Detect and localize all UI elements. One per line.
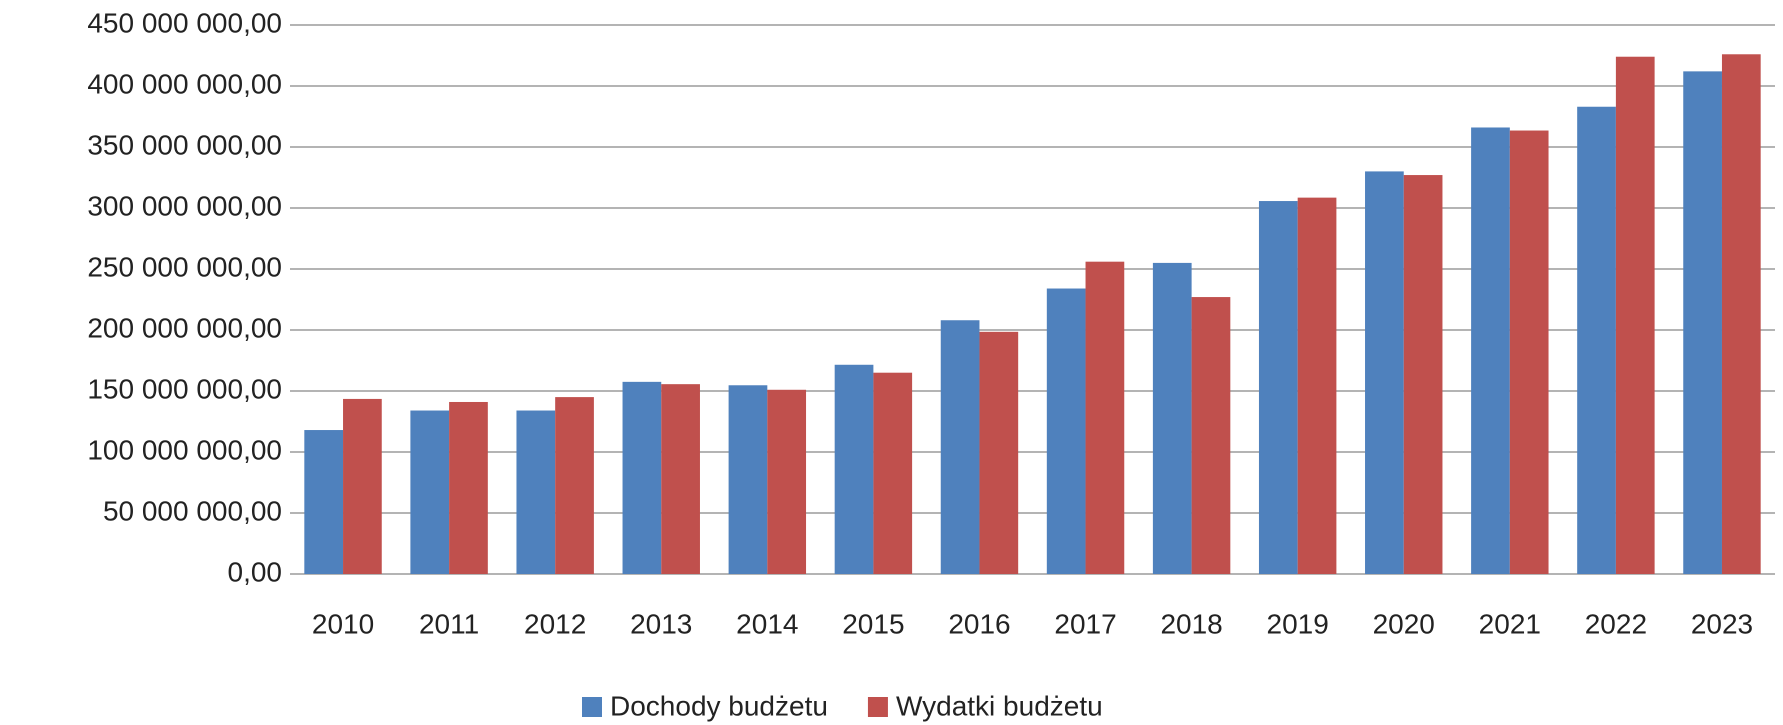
x-tick-label: 2017 <box>1054 608 1116 639</box>
bar <box>1683 71 1722 575</box>
x-tick-label: 2016 <box>948 608 1010 639</box>
y-tick-label: 250 000 000,00 <box>87 251 282 282</box>
bar <box>1615 56 1655 575</box>
bar <box>516 410 556 574</box>
bar <box>940 320 980 574</box>
legend-label: Wydatki budżetu <box>896 690 1103 721</box>
x-tick-label: 2011 <box>419 608 479 639</box>
legend-swatch <box>867 697 888 717</box>
x-tick-label: 2021 <box>1479 608 1541 639</box>
bar <box>1509 130 1549 574</box>
y-tick-label: 150 000 000,00 <box>87 373 282 404</box>
y-tick-label: 400 000 000,00 <box>87 68 282 99</box>
bar <box>1152 262 1192 574</box>
bar <box>1721 54 1761 574</box>
bar <box>449 401 488 574</box>
bar <box>834 364 874 574</box>
bar <box>1365 171 1404 574</box>
bar <box>410 410 450 574</box>
y-tick-label: 450 000 000,00 <box>87 7 282 38</box>
y-tick-label: 0,00 <box>228 556 283 587</box>
bar <box>1085 261 1125 574</box>
bar <box>1297 197 1337 574</box>
bar <box>555 397 594 574</box>
y-tick-label: 100 000 000,00 <box>87 434 282 465</box>
x-tick-label: 2020 <box>1373 608 1435 639</box>
bar <box>1191 297 1231 574</box>
bar <box>661 384 700 574</box>
bar <box>767 389 807 574</box>
bar <box>304 430 344 574</box>
bar <box>622 381 662 574</box>
x-tick-label: 2023 <box>1691 608 1753 639</box>
y-tick-label: 300 000 000,00 <box>87 190 282 221</box>
bar <box>1403 175 1443 574</box>
bar <box>343 398 382 574</box>
bar <box>1258 201 1298 574</box>
bar <box>979 331 1019 574</box>
legend-swatch <box>582 697 602 717</box>
x-tick-label: 2010 <box>312 608 374 639</box>
bar <box>873 372 913 574</box>
x-tick-label: 2022 <box>1585 608 1647 639</box>
legend-label: Dochody budżetu <box>610 690 828 721</box>
x-tick-label: 2013 <box>630 608 692 639</box>
bar <box>728 385 768 574</box>
x-tick-label: 2014 <box>736 608 798 639</box>
bar <box>1471 127 1510 574</box>
y-tick-label: 200 000 000,00 <box>87 312 282 343</box>
x-tick-label: 2015 <box>842 608 904 639</box>
x-tick-label: 2019 <box>1267 608 1329 639</box>
x-tick-label: 2012 <box>524 608 586 639</box>
bar <box>1577 106 1616 575</box>
y-tick-label: 50 000 000,00 <box>103 495 282 526</box>
bar <box>1046 288 1086 574</box>
y-tick-label: 350 000 000,00 <box>87 129 282 160</box>
x-tick-label: 2018 <box>1160 608 1222 639</box>
